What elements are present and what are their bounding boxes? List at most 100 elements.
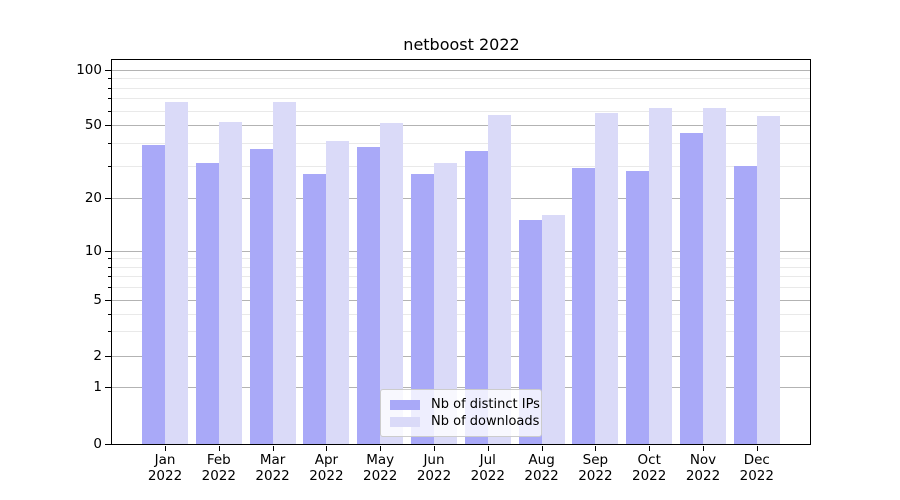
plot-area: Nb of distinct IPs Nb of downloads <box>111 59 811 445</box>
gridline-minor <box>112 142 810 144</box>
bar-jul-downloads <box>487 114 511 444</box>
x-tick-year: 2022 <box>147 468 183 484</box>
bar-sep-downloads <box>595 113 619 444</box>
x-tick-year: 2022 <box>309 468 344 484</box>
gridline-minor <box>112 165 810 167</box>
x-tick-month: Feb <box>206 452 231 468</box>
x-tick-year: 2022 <box>524 468 559 484</box>
gridline-minor <box>112 276 810 278</box>
gridline-major <box>112 300 810 301</box>
gridline-minor <box>112 98 810 100</box>
bar-may-downloads <box>380 123 404 444</box>
gridline-minor <box>112 110 810 112</box>
x-tick-month: Oct <box>637 452 661 468</box>
x-tick-mark <box>380 446 382 451</box>
bar-dec-ips <box>733 165 757 444</box>
x-tick-mark <box>218 446 220 451</box>
x-tick-mark <box>272 446 274 451</box>
y-tick-mark <box>105 198 112 199</box>
x-tick-year: 2022 <box>739 468 774 484</box>
bar-oct-downloads <box>649 107 673 444</box>
y-tick-mark <box>105 251 112 252</box>
x-tick-mark <box>326 446 328 451</box>
x-tick-year: 2022 <box>685 468 721 484</box>
x-tick-year: 2022 <box>416 468 452 484</box>
bar-nov-ips <box>680 133 703 444</box>
legend-label: Nb of downloads <box>431 414 540 429</box>
x-tick-year: 2022 <box>363 468 398 484</box>
x-tick-month: Mar <box>259 452 286 468</box>
y-tick-mark <box>105 356 112 357</box>
x-tick-label-mar: Mar 2022 <box>241 452 305 484</box>
y-minor-tick-mark <box>108 165 112 167</box>
x-tick-month: Apr <box>314 452 339 468</box>
x-tick-month: Aug <box>528 452 555 468</box>
x-tick-label-jun: Jun 2022 <box>402 452 466 484</box>
y-tick-label: 50 <box>84 117 102 133</box>
y-tick-mark <box>105 125 112 126</box>
bar-jan-downloads <box>165 101 188 444</box>
bar-may-ips <box>357 146 381 444</box>
y-minor-tick-mark <box>108 98 112 100</box>
x-tick-label-sep: Sep 2022 <box>563 452 627 484</box>
gridline-minor <box>112 258 810 260</box>
y-tick-mark <box>105 444 112 445</box>
bar-aug-downloads <box>541 215 565 444</box>
x-tick-label-feb: Feb 2022 <box>187 452 251 484</box>
x-tick-month: May <box>366 452 395 468</box>
x-tick-label-jul: Jul 2022 <box>456 452 520 484</box>
gridline-major <box>112 198 810 199</box>
bar-sep-ips <box>572 168 596 444</box>
x-tick-label-oct: Oct 2022 <box>617 452 681 484</box>
x-tick-mark <box>165 446 166 451</box>
bar-mar-ips <box>249 149 273 444</box>
y-minor-tick-mark <box>108 313 112 315</box>
y-minor-tick-mark <box>108 266 112 268</box>
x-tick-label-jan: Jan 2022 <box>133 452 197 484</box>
x-tick-year: 2022 <box>255 468 290 484</box>
gridline-minor <box>112 78 810 80</box>
y-minor-tick-mark <box>108 276 112 278</box>
x-tick-month: Dec <box>743 452 770 468</box>
x-tick-mark <box>703 446 704 451</box>
x-tick-label-may: May 2022 <box>348 452 412 484</box>
x-tick-label-nov: Nov 2022 <box>671 452 735 484</box>
x-tick-mark <box>434 446 435 451</box>
gridline-major <box>112 125 810 126</box>
y-tick-mark <box>105 387 112 388</box>
bar-apr-downloads <box>326 140 350 444</box>
y-tick-label: 10 <box>84 243 102 259</box>
legend-swatch <box>390 416 420 427</box>
gridline-minor <box>112 287 810 289</box>
bar-jun-ips <box>411 174 434 444</box>
legend-item: Nb of downloads <box>390 413 539 430</box>
x-tick-year: 2022 <box>201 468 236 484</box>
gridline-major <box>112 387 810 388</box>
y-minor-tick-mark <box>108 110 112 112</box>
bar-aug-ips <box>518 220 542 444</box>
y-tick-label: 2 <box>93 348 102 364</box>
x-tick-mark <box>595 446 597 451</box>
y-minor-tick-mark <box>108 331 112 333</box>
x-tick-month: Jan <box>154 452 176 468</box>
x-tick-month: Nov <box>689 452 717 468</box>
gridline-major <box>112 70 810 71</box>
legend-swatch <box>390 399 420 410</box>
y-tick-label: 1 <box>93 379 102 395</box>
x-tick-year: 2022 <box>470 468 505 484</box>
y-minor-tick-mark <box>108 78 112 80</box>
x-tick-mark <box>756 446 758 451</box>
bar-nov-downloads <box>703 107 726 444</box>
x-tick-month: Jun <box>423 452 445 468</box>
x-tick-label-aug: Aug 2022 <box>510 452 574 484</box>
bar-jun-downloads <box>434 163 457 444</box>
bar-oct-ips <box>626 171 650 444</box>
x-tick-mark <box>541 446 543 451</box>
x-tick-mark <box>649 446 651 451</box>
y-tick-label: 20 <box>84 190 102 206</box>
y-tick-mark <box>105 70 112 71</box>
gridline-major <box>112 356 810 357</box>
gridline-minor <box>112 266 810 268</box>
x-tick-month: Sep <box>582 452 609 468</box>
